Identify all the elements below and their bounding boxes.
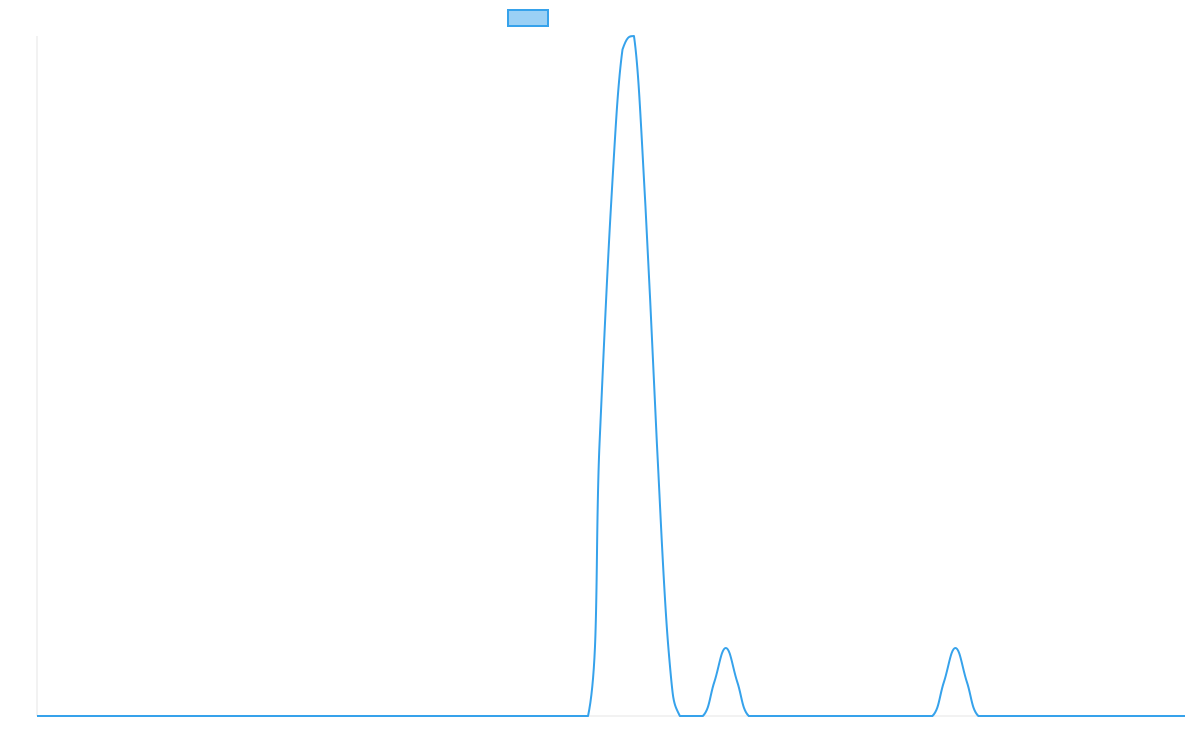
data-point[interactable] (746, 713, 752, 719)
data-point[interactable] (126, 713, 132, 719)
series-layer (34, 33, 1188, 719)
data-point[interactable] (734, 679, 740, 685)
data-point[interactable] (941, 679, 947, 685)
data-point[interactable] (769, 713, 775, 719)
legend[interactable] (507, 9, 549, 27)
data-point[interactable] (631, 33, 637, 39)
legend-swatch[interactable] (507, 9, 549, 27)
data-point[interactable] (1090, 713, 1096, 719)
data-point[interactable] (952, 645, 958, 651)
data-point[interactable] (642, 203, 648, 209)
data-point[interactable] (493, 713, 499, 719)
data-point[interactable] (585, 713, 591, 719)
axes (36, 36, 1185, 717)
data-point[interactable] (539, 713, 545, 719)
data-point[interactable] (929, 713, 935, 719)
data-point[interactable] (975, 713, 981, 719)
data-point[interactable] (355, 713, 361, 719)
series-line-1[interactable] (37, 35, 1185, 717)
data-point[interactable] (1136, 713, 1142, 719)
data-point[interactable] (597, 441, 603, 447)
data-point[interactable] (80, 713, 86, 719)
data-point[interactable] (401, 713, 407, 719)
data-point[interactable] (711, 679, 717, 685)
data-point[interactable] (310, 713, 316, 719)
data-point[interactable] (264, 713, 270, 719)
data-point[interactable] (815, 713, 821, 719)
data-point[interactable] (447, 713, 453, 719)
data-point[interactable] (608, 203, 614, 209)
data-point[interactable] (654, 441, 660, 447)
data-point[interactable] (700, 713, 706, 719)
data-point[interactable] (906, 713, 912, 719)
data-point[interactable] (1044, 713, 1050, 719)
data-point[interactable] (861, 713, 867, 719)
data-point[interactable] (677, 713, 683, 719)
data-point[interactable] (619, 47, 625, 53)
data-point[interactable] (218, 713, 224, 719)
data-point[interactable] (964, 679, 970, 685)
data-point[interactable] (665, 645, 671, 651)
data-point[interactable] (1182, 713, 1188, 719)
data-point[interactable] (723, 645, 729, 651)
data-point[interactable] (34, 713, 40, 719)
data-point[interactable] (998, 713, 1004, 719)
data-point[interactable] (172, 713, 178, 719)
